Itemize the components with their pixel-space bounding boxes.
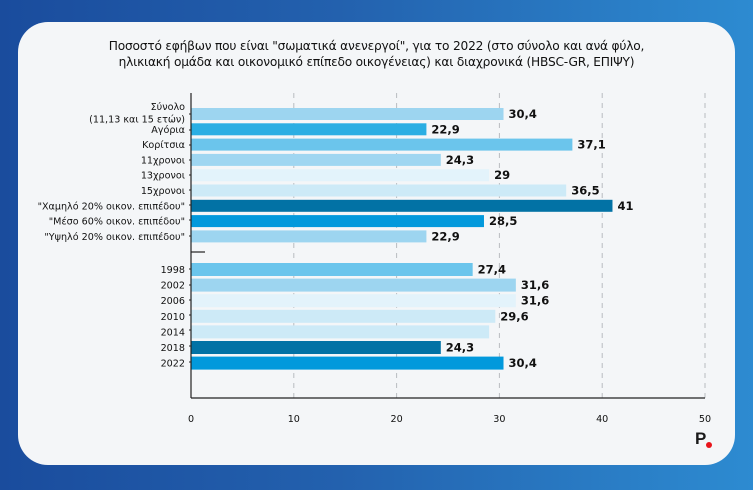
x-tick-label: 0 <box>188 414 194 425</box>
bar <box>191 278 516 292</box>
category-label: "Χαμηλό 20% οικον. επιπέδου" <box>38 200 185 212</box>
bar <box>191 230 427 243</box>
bar <box>191 356 504 370</box>
chart-title-line-1: Ποσοστό εφήβων που είναι "σωματικά ανενε… <box>108 39 645 53</box>
category-label: "Μέσο 60% οικον. επιπέδου" <box>49 216 185 228</box>
axes: 0 10 20 30 40 50 <box>188 93 711 425</box>
category-label: 15χρονοι <box>141 186 185 197</box>
chart-title: Ποσοστό εφήβων που είναι "σωματικά ανενε… <box>0 38 753 70</box>
bar <box>191 138 573 151</box>
bar <box>191 169 490 182</box>
bar <box>191 123 427 136</box>
x-tick-label: 40 <box>596 414 608 425</box>
bar <box>191 199 613 212</box>
bar <box>191 263 473 276</box>
bars <box>191 108 613 370</box>
publisher-logo: P <box>695 429 715 451</box>
bar <box>191 341 441 354</box>
category-label: 2018 <box>161 343 185 354</box>
bar <box>191 294 516 308</box>
x-tick-label: 20 <box>390 414 402 425</box>
category-label: 13χρονοι <box>141 171 185 182</box>
bar <box>191 215 484 228</box>
category-label: 2006 <box>161 296 185 307</box>
category-label: "Υψηλό 20% οικον. επιπέδου" <box>44 231 185 243</box>
x-tick-label: 50 <box>699 414 711 425</box>
value-label: 28,5 <box>489 214 517 228</box>
x-tick-label: 30 <box>493 414 505 425</box>
value-label: 24,3 <box>446 341 474 355</box>
category-labels: Σύνολο(11,13 και 15 ετών)Αγόρια Κορίτσια 1… <box>38 101 186 370</box>
value-label: 30,4 <box>509 356 537 370</box>
category-label: (11,13 και 15 ετών) <box>89 114 185 126</box>
category-label: Αγόρια <box>151 124 185 136</box>
bar <box>191 325 490 339</box>
bar <box>191 184 567 197</box>
bar <box>191 153 441 166</box>
value-label: 24,3 <box>446 153 474 167</box>
value-label: 31,6 <box>521 294 549 308</box>
bar <box>191 108 504 120</box>
category-label: 2002 <box>161 281 185 292</box>
category-label: 2010 <box>161 312 185 323</box>
category-label: Σύνολο <box>151 101 186 113</box>
category-label: Κορίτσια <box>142 139 185 151</box>
chart-title-line-2: ηλικιακή ομάδα και οικονομικό επίπεδο οι… <box>118 55 635 69</box>
logo-dot <box>706 442 712 448</box>
category-label: 11χρονοι <box>141 155 185 166</box>
category-label: 2022 <box>161 359 185 370</box>
category-label: 1998 <box>161 265 185 276</box>
value-label: 41 <box>617 199 633 213</box>
value-label: 22,9 <box>431 229 459 243</box>
value-label: 29,6 <box>500 309 528 323</box>
value-label: 22,9 <box>431 122 459 136</box>
value-label: 36,5 <box>571 184 599 198</box>
value-label: 27,4 <box>478 263 506 277</box>
logo-letter: P <box>695 429 707 448</box>
value-label: 29 <box>494 168 510 182</box>
bar <box>191 309 496 323</box>
x-tick-label: 10 <box>288 414 300 425</box>
value-label: 37,1 <box>577 138 605 152</box>
chart-card <box>18 22 735 465</box>
value-labels: 30,4 22,9 37,1 24,3 29 36,5 41 28,5 22,9 27,4 31,6… <box>431 107 633 370</box>
value-label: 30,4 <box>509 107 537 121</box>
category-label: 2014 <box>161 327 185 338</box>
value-label: 31,6 <box>521 278 549 292</box>
